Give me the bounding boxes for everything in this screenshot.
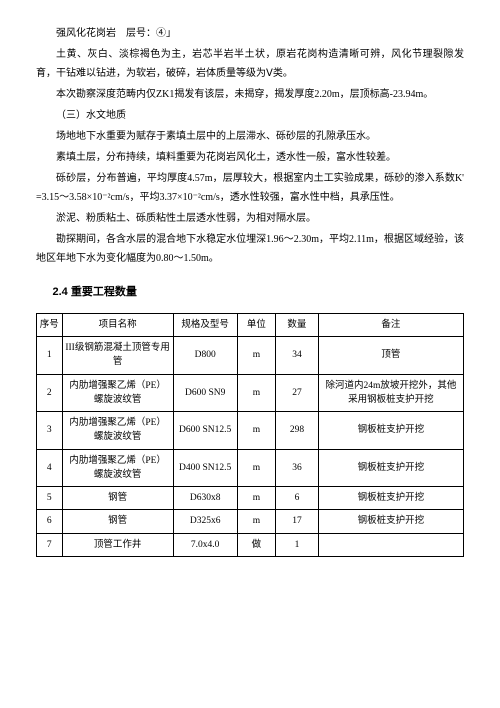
cell-name: 内肋增强聚乙烯（PE）螺旋波纹管 xyxy=(62,412,173,450)
cell-unit: m xyxy=(237,337,275,375)
cell-seq: 2 xyxy=(37,374,63,412)
para-gravel-layer: 砾砂层，分布普遍，平均厚度4.57m，层厚较大，根据室内土工实验成果，砾砂的渗入… xyxy=(36,169,464,207)
cell-unit: m xyxy=(237,510,275,533)
cell-spec: 7.0x4.0 xyxy=(173,533,237,556)
para-zk1: 本次勘察深度范畴内仅ZK1揭发有该层，未揭穿，揭发厚度2.20m，层顶标高-23… xyxy=(36,85,464,104)
cell-unit: 做 xyxy=(237,533,275,556)
table-row: 7 顶管工作井 7.0x4.0 做 1 xyxy=(37,533,464,556)
cell-seq: 7 xyxy=(37,533,63,556)
table-row: 6 钢管 D325x6 m 17 钢板桩支护开挖 xyxy=(37,510,464,533)
table-body: 1 III级钢筋混凝土顶管专用管 D800 m 34 顶管 2 内肋增强聚乙烯（… xyxy=(37,337,464,557)
cell-spec: D600 SN12.5 xyxy=(173,412,237,450)
cell-qty: 36 xyxy=(276,449,319,487)
cell-seq: 1 xyxy=(37,337,63,375)
para-water-level: 勘探期间，各含水层的混合地下水稳定水位埋深1.96～2.30m，平均2.11m，… xyxy=(36,230,464,268)
cell-name: III级钢筋混凝土顶管专用管 xyxy=(62,337,173,375)
th-spec: 规格及型号 xyxy=(173,313,237,336)
para-groundwater: 场地地下水重要为赋存于素填土层中的上层滞水、砾砂层的孔隙承压水。 xyxy=(36,127,464,146)
para-aquitard: 淤泥、粉质粘土、砾质粘性土层透水性弱，为相对隔水层。 xyxy=(36,209,464,228)
table-row: 4 内肋增强聚乙烯（PE）螺旋波纹管 D400 SN12.5 m 36 钢板桩支… xyxy=(37,449,464,487)
cell-note: 钢板桩支护开挖 xyxy=(318,449,463,487)
table-row: 2 内肋增强聚乙烯（PE）螺旋波纹管 D600 SN9 m 27 除河道内24m… xyxy=(37,374,464,412)
para-hydro-title: （三）水文地质 xyxy=(36,106,464,125)
cell-name: 钢管 xyxy=(62,510,173,533)
cell-name: 内肋增强聚乙烯（PE）螺旋波纹管 xyxy=(62,374,173,412)
cell-note: 顶管 xyxy=(318,337,463,375)
cell-unit: m xyxy=(237,374,275,412)
para-rock-desc: 土黄、灰白、淡棕褐色为主，岩芯半岩半土状，原岩花岗构造清晰可辨，风化节理裂隙发育… xyxy=(36,45,464,83)
cell-qty: 17 xyxy=(276,510,319,533)
cell-unit: m xyxy=(237,449,275,487)
section-title: 2.4 重要工程数量 xyxy=(36,282,464,303)
cell-note: 钢板桩支护开挖 xyxy=(318,487,463,510)
cell-name: 内肋增强聚乙烯（PE）螺旋波纹管 xyxy=(62,449,173,487)
cell-unit: m xyxy=(237,412,275,450)
cell-seq: 4 xyxy=(37,449,63,487)
cell-note: 除河道内24m放坡开挖外，其他采用钢板桩支护开挖 xyxy=(318,374,463,412)
table-header-row: 序号 项目名称 规格及型号 单位 数量 备注 xyxy=(37,313,464,336)
table-row: 3 内肋增强聚乙烯（PE）螺旋波纹管 D600 SN12.5 m 298 钢板桩… xyxy=(37,412,464,450)
para-layer-title: 强风化花岗岩 层号：④」 xyxy=(36,24,464,43)
cell-name: 钢管 xyxy=(62,487,173,510)
cell-seq: 5 xyxy=(37,487,63,510)
cell-spec: D600 SN9 xyxy=(173,374,237,412)
cell-unit: m xyxy=(237,487,275,510)
cell-spec: D630x8 xyxy=(173,487,237,510)
para-fill-layer: 素填土层，分布持续，填料重要为花岗岩风化土，透水性一般，富水性较差。 xyxy=(36,148,464,167)
quantity-table: 序号 项目名称 规格及型号 单位 数量 备注 1 III级钢筋混凝土顶管专用管 … xyxy=(36,313,464,557)
th-seq: 序号 xyxy=(37,313,63,336)
cell-note: 钢板桩支护开挖 xyxy=(318,510,463,533)
table-row: 1 III级钢筋混凝土顶管专用管 D800 m 34 顶管 xyxy=(37,337,464,375)
cell-qty: 1 xyxy=(276,533,319,556)
cell-note xyxy=(318,533,463,556)
cell-spec: D400 SN12.5 xyxy=(173,449,237,487)
cell-spec: D325x6 xyxy=(173,510,237,533)
th-name: 项目名称 xyxy=(62,313,173,336)
table-row: 5 钢管 D630x8 m 6 钢板桩支护开挖 xyxy=(37,487,464,510)
cell-qty: 34 xyxy=(276,337,319,375)
th-note: 备注 xyxy=(318,313,463,336)
th-qty: 数量 xyxy=(276,313,319,336)
th-unit: 单位 xyxy=(237,313,275,336)
cell-qty: 298 xyxy=(276,412,319,450)
cell-name: 顶管工作井 xyxy=(62,533,173,556)
cell-note: 钢板桩支护开挖 xyxy=(318,412,463,450)
cell-spec: D800 xyxy=(173,337,237,375)
cell-seq: 3 xyxy=(37,412,63,450)
cell-qty: 6 xyxy=(276,487,319,510)
cell-seq: 6 xyxy=(37,510,63,533)
cell-qty: 27 xyxy=(276,374,319,412)
